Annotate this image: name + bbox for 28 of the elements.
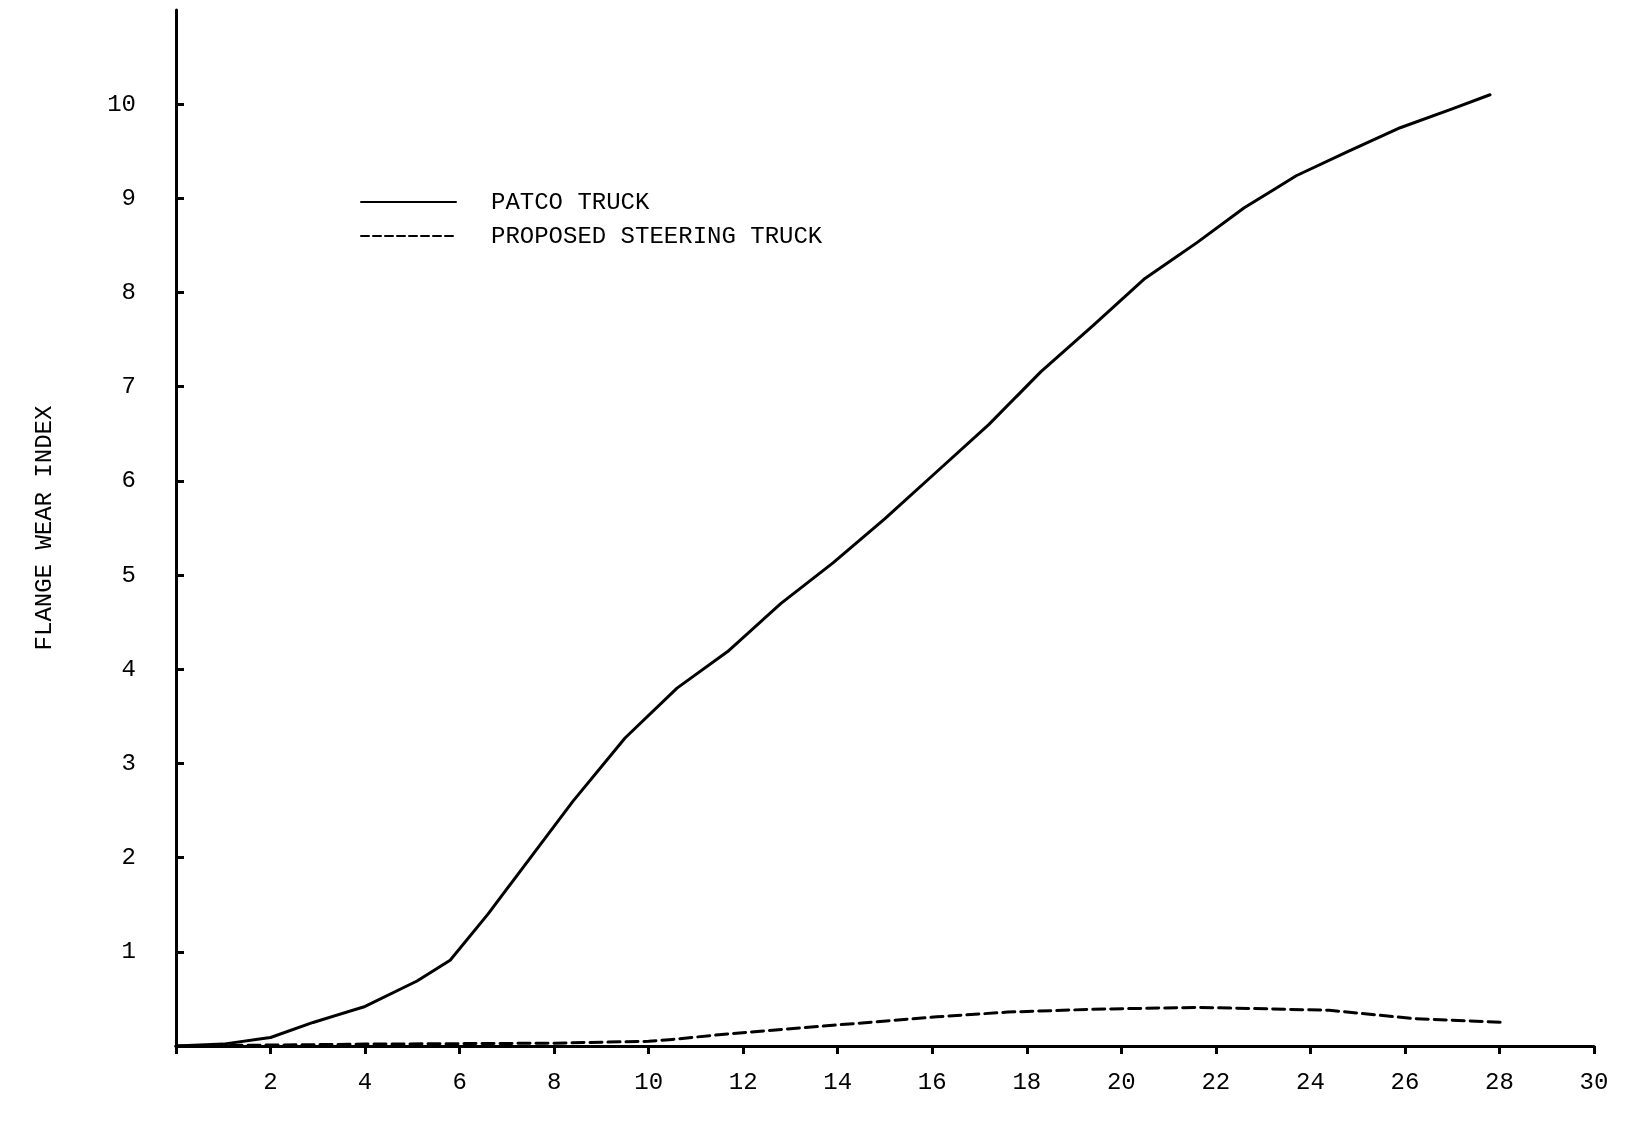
x-tick-label: 12 (728, 1068, 758, 1096)
legend-label: PATCO TRUCK (491, 188, 651, 216)
y-tick-label: 1 (121, 938, 136, 966)
x-tick-label: 4 (357, 1068, 373, 1096)
y-tick-label: 4 (121, 655, 136, 683)
x-tick-label: 14 (823, 1068, 853, 1096)
x-tick-label: 26 (1390, 1068, 1420, 1096)
x-tick-label: 8 (546, 1068, 562, 1096)
y-tick-label: 6 (121, 467, 136, 495)
y-tick-label: 10 (107, 90, 136, 118)
x-tick-label: 20 (1106, 1068, 1136, 1096)
x-tick-label: 22 (1201, 1068, 1231, 1096)
y-tick-label: 8 (121, 279, 136, 307)
y-axis-title: FLANGE WEAR INDEX (30, 405, 58, 651)
y-tick-label: 3 (121, 749, 136, 777)
y-tick-label: 2 (121, 844, 136, 872)
x-tick-label: 18 (1012, 1068, 1042, 1096)
y-tick-label: 7 (121, 373, 136, 401)
legend-label: PROPOSED STEERING TRUCK (491, 222, 823, 250)
y-tick-label: 9 (121, 184, 136, 212)
x-tick-label: 16 (917, 1068, 947, 1096)
x-tick-label: 28 (1485, 1068, 1514, 1096)
x-tick-label: 6 (452, 1068, 467, 1096)
x-tick-label: 30 (1579, 1068, 1609, 1096)
x-tick-label: 24 (1295, 1068, 1325, 1096)
x-tick-label: 2 (263, 1068, 278, 1096)
y-tick-label: 5 (121, 561, 136, 589)
x-tick-label: 10 (634, 1068, 664, 1096)
